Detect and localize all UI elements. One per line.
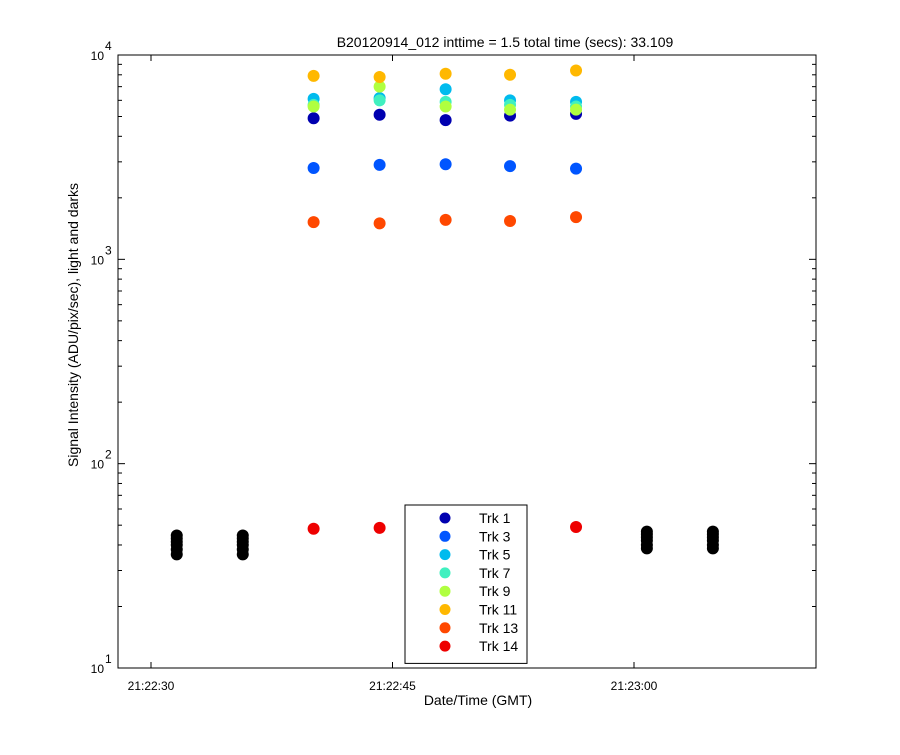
data-point [373, 158, 386, 171]
data-point [504, 215, 517, 228]
legend-label: Trk 11 [479, 602, 517, 618]
y-tick-exponent: 1 [105, 652, 112, 666]
data-point [373, 94, 386, 107]
x-axis-label: Date/Time (GMT) [424, 692, 532, 708]
data-point [439, 100, 452, 113]
data-point [307, 112, 320, 125]
legend-label: Trk 1 [479, 510, 511, 526]
data-point [439, 83, 452, 96]
data-point [504, 103, 517, 116]
legend-item: Trk 5 [439, 547, 511, 563]
data-point [373, 217, 386, 230]
data-point [706, 525, 719, 538]
legend-item: Trk 1 [439, 510, 511, 526]
data-point [570, 162, 583, 175]
legend-label: Trk 5 [479, 547, 511, 563]
x-tick-label: 21:23:00 [611, 679, 658, 693]
legend-marker [439, 549, 451, 561]
legend-item: Trk 13 [439, 620, 518, 636]
x-tick-label: 21:22:45 [369, 679, 416, 693]
data-point [504, 68, 517, 81]
y-tick-exponent: 3 [105, 243, 112, 257]
y-tick-exponent: 2 [105, 448, 112, 462]
data-point [236, 529, 249, 542]
legend-label: Trk 9 [479, 583, 511, 599]
legend-marker [439, 622, 451, 634]
legend-item: Trk 7 [439, 565, 511, 581]
series-trk-9 [307, 80, 583, 116]
data-point [439, 114, 452, 127]
chart-title: B20120914_012 inttime = 1.5 total time (… [337, 34, 674, 50]
series-trk-11 [307, 64, 583, 84]
data-point [307, 100, 320, 113]
legend-marker [439, 604, 451, 615]
x-axis: 21:22:30 21:22:45 21:23:00 [128, 55, 658, 693]
data-point [570, 211, 583, 224]
legend-marker [439, 567, 451, 579]
y-axis-label: Signal Intensity (ADU/pix/sec), light an… [65, 183, 81, 467]
y-tick-label: 10 [91, 662, 105, 676]
series-trk-13 [307, 211, 583, 230]
data-point [439, 158, 452, 171]
data-point [170, 529, 183, 542]
legend-label: Trk 14 [479, 638, 518, 654]
y-tick-label: 10 [91, 458, 105, 472]
data-point [373, 521, 386, 534]
legend-label: Trk 3 [479, 528, 511, 544]
data-point [640, 525, 653, 538]
data-point [570, 64, 583, 77]
data-point [439, 67, 452, 80]
legend-item: Trk 3 [439, 528, 511, 544]
legend-marker [439, 585, 451, 597]
series-trk-14 [307, 520, 583, 535]
legend-marker [439, 512, 451, 524]
legend-marker [439, 530, 451, 542]
data-point [504, 160, 517, 173]
data-point [307, 161, 320, 174]
data-point [570, 520, 583, 533]
data-point [373, 71, 386, 84]
y-tick-label: 10 [91, 253, 105, 267]
data-point [373, 108, 386, 121]
y-tick-label: 10 [91, 49, 105, 63]
legend-item: Trk 11 [439, 602, 517, 618]
legend-item: Trk 14 [439, 638, 518, 654]
legend-box [404, 504, 528, 664]
data-point [307, 69, 320, 82]
legend-marker [439, 640, 451, 652]
data-point [373, 80, 386, 93]
x-tick-label: 21:22:30 [128, 679, 175, 693]
legend-label: Trk 7 [479, 565, 511, 581]
legend-item: Trk 9 [439, 583, 511, 599]
series-trk-3 [307, 158, 583, 175]
data-point [570, 103, 583, 116]
data-point [439, 213, 452, 226]
legend: Trk 1 Trk 3 Trk 5 Trk 7 Trk 9 Trk 11 Trk 13 Trk… [404, 504, 528, 664]
y-tick-exponent: 4 [105, 39, 112, 53]
series-dark-frames [170, 525, 719, 561]
data-point [307, 216, 320, 229]
legend-label: Trk 13 [479, 620, 518, 636]
series-trk-1 [307, 107, 583, 127]
data-points [170, 64, 719, 561]
data-point [307, 522, 320, 535]
